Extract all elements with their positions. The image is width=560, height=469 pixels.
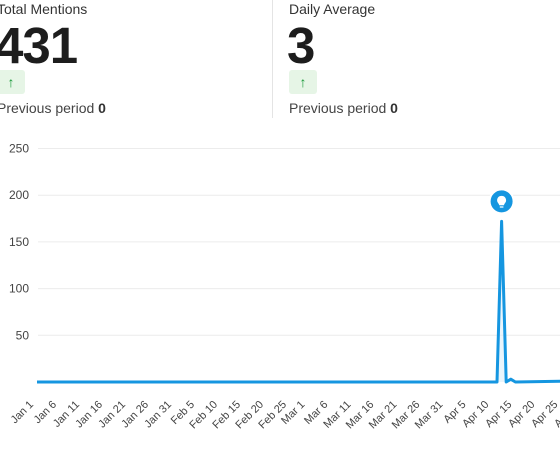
arrow-up-icon: ↑ — [0, 70, 25, 94]
x-tick-label: Jan 1 — [9, 399, 37, 427]
stat-value: 431 — [0, 17, 78, 74]
series-line — [37, 219, 560, 384]
stat-label: Daily Average — [289, 1, 376, 17]
previous-period: Previous period 0 — [289, 100, 398, 116]
stat-value: 3 — [287, 17, 315, 74]
y-tick-label: 200 — [9, 188, 29, 202]
previous-period: Previous period 0 — [0, 100, 106, 116]
annotation-marker[interactable] — [488, 188, 515, 215]
previous-period-value: 0 — [390, 100, 398, 116]
y-tick-label: 100 — [9, 282, 29, 296]
previous-period-value: 0 — [98, 100, 106, 116]
y-tick-label: 50 — [16, 328, 30, 342]
annotations[interactable] — [488, 180, 560, 215]
grid — [38, 148, 560, 336]
series-area — [37, 221, 560, 382]
previous-period-label: Previous period — [289, 100, 387, 116]
y-tick-label: 150 — [9, 235, 29, 249]
stat-label: Total Mentions — [0, 1, 88, 17]
divider — [272, 0, 273, 118]
y-tick-label: 250 — [9, 142, 29, 156]
lightbulb-icon — [497, 195, 507, 208]
series — [37, 219, 560, 384]
previous-period-label: Previous period — [0, 100, 95, 116]
arrow-up-icon: ↑ — [289, 70, 317, 94]
y-axis: 50 100 150 200 250 — [9, 142, 29, 343]
